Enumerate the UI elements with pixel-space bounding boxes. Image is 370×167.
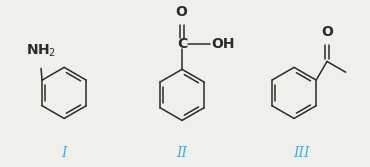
Text: O: O [176, 5, 188, 19]
Text: III: III [294, 146, 310, 160]
Text: C: C [177, 37, 187, 51]
Text: II: II [176, 146, 188, 160]
Text: I: I [61, 146, 67, 160]
Text: OH: OH [212, 37, 235, 51]
Text: O: O [321, 25, 333, 39]
Text: NH$_2$: NH$_2$ [26, 43, 56, 59]
